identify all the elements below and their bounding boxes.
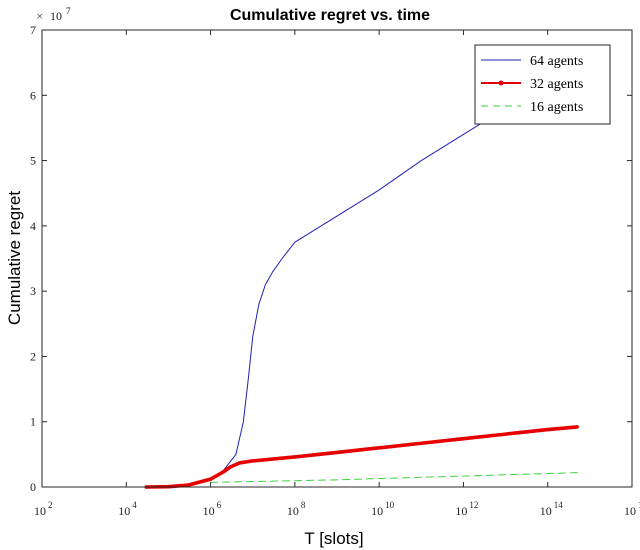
x-axis-label: T [slots] <box>304 529 363 548</box>
y-multiplier-prefix: × <box>36 9 43 23</box>
y-tick-label: 7 <box>30 23 36 37</box>
x-tick-base: 10 <box>624 504 636 518</box>
y-tick-label: 1 <box>30 415 36 429</box>
y-tick-label: 0 <box>30 480 36 494</box>
x-tick-exponent: 8 <box>301 500 306 510</box>
x-tick-base: 10 <box>34 504 46 518</box>
series-line-2 <box>210 472 578 483</box>
x-tick-exponent: 2 <box>48 500 53 510</box>
x-tick-exponent: 4 <box>132 500 137 510</box>
plot-frame <box>41 29 633 488</box>
y-tick-label: 5 <box>30 154 36 168</box>
x-tick-label: 10 8 <box>287 500 306 518</box>
x-tick-base: 10 <box>371 504 383 518</box>
legend-box <box>474 44 611 125</box>
legend-entry: 32 agents <box>481 77 583 92</box>
x-tick-base: 10 <box>287 504 299 518</box>
x-tick-exponent: 14 <box>554 500 564 510</box>
legend-entry: 64 agents <box>481 54 583 69</box>
x-tick-exponent: 12 <box>469 500 478 510</box>
y-tick-label: 2 <box>30 349 36 363</box>
x-tick-label: 10 12 <box>455 500 478 518</box>
x-tick-exponent: 10 <box>385 500 395 510</box>
y-axis-label: Cumulative regret <box>5 191 24 325</box>
legend-label: 32 agents <box>530 77 583 92</box>
y-tick-label: 6 <box>30 88 36 102</box>
x-tick-exponent: 16 <box>638 500 640 510</box>
x-tick-base: 10 <box>118 504 130 518</box>
legend: 64 agents 32 agents 16 agents <box>474 44 611 125</box>
x-tick-base: 10 <box>455 504 467 518</box>
series-line-1 <box>144 425 579 489</box>
y-tick-label: 3 <box>30 284 36 298</box>
series-point <box>208 477 213 481</box>
chart-title: Cumulative regret vs. time <box>230 7 430 24</box>
y-axis-multiplier: × 10 7 <box>36 6 71 23</box>
y-multiplier-exponent: 7 <box>66 6 71 16</box>
y-tick-label: 4 <box>30 219 36 233</box>
series-layer <box>144 107 579 489</box>
x-tick-base: 10 <box>203 504 215 518</box>
axes-layer <box>41 29 633 488</box>
x-tick-label: 1016 <box>624 500 640 518</box>
legend-label: 64 agents <box>530 54 583 69</box>
legend-entry: 16 agents <box>481 100 583 115</box>
x-tick-label: 10 10 <box>371 500 395 518</box>
x-tick-label: 10 14 <box>540 500 564 518</box>
x-tick-label: 10 4 <box>118 500 137 518</box>
ticks-layer: 012345671021041061081010101210141016 <box>30 23 640 518</box>
x-tick-label: 10 2 <box>34 500 53 518</box>
legend-marker <box>498 80 504 86</box>
x-tick-exponent: 6 <box>217 500 222 510</box>
series-point <box>186 483 191 487</box>
x-tick-base: 10 <box>540 504 552 518</box>
legend-label: 16 agents <box>530 100 583 115</box>
y-multiplier-base: 10 <box>50 9 62 23</box>
x-tick-label: 10 6 <box>203 500 222 518</box>
